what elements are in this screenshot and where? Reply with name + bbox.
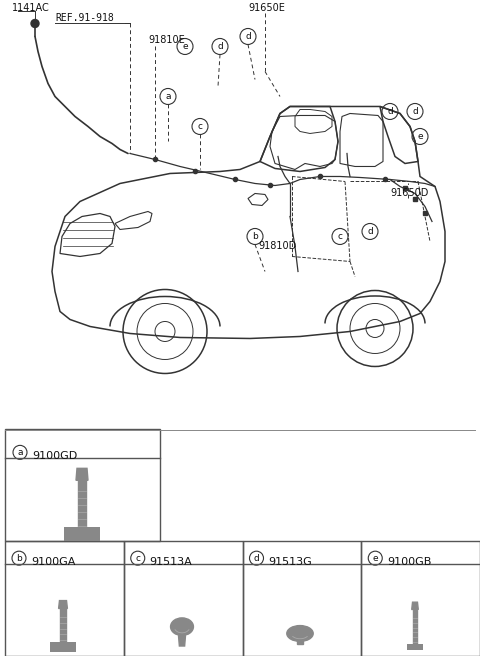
Bar [50,642,76,651]
Text: d: d [387,107,393,116]
Text: 91513G: 91513G [268,557,312,567]
Text: d: d [245,32,251,41]
Polygon shape [59,601,67,609]
Text: d: d [412,107,418,116]
Bar [64,527,100,541]
Text: c: c [337,232,343,241]
Bar [124,541,242,656]
Text: d: d [217,42,223,51]
Bar [78,480,86,528]
Text: REF.91-918: REF.91-918 [55,14,114,24]
Text: e: e [417,132,423,141]
Text: 9100GD: 9100GD [32,451,77,461]
Bar [5,430,160,541]
Text: b: b [252,232,258,241]
Text: 91650E: 91650E [248,3,285,14]
Text: e: e [182,42,188,51]
Circle shape [31,20,39,28]
Text: c: c [197,122,203,131]
Text: 9100GA: 9100GA [31,557,75,567]
Ellipse shape [287,626,313,642]
Bar [298,634,302,644]
Text: 91810D: 91810D [258,241,296,251]
Bar [361,541,480,656]
Text: 9100GB: 9100GB [387,557,432,567]
Text: d: d [253,554,259,563]
Text: a: a [165,92,171,101]
Text: 91810E: 91810E [148,35,185,45]
Bar [5,541,124,656]
Text: 1141AC: 1141AC [12,3,50,14]
Polygon shape [179,636,185,646]
Text: a: a [17,448,23,457]
Text: 91513A: 91513A [150,557,192,567]
Text: c: c [135,554,140,563]
Ellipse shape [170,618,193,636]
Bar [60,609,66,642]
Text: d: d [367,227,373,236]
Text: b: b [16,554,22,563]
Polygon shape [76,468,88,480]
Polygon shape [412,602,418,609]
Text: 91650D: 91650D [390,188,428,199]
Bar [407,644,423,651]
Bar [242,541,361,656]
Text: e: e [372,554,378,563]
Bar [412,609,418,644]
